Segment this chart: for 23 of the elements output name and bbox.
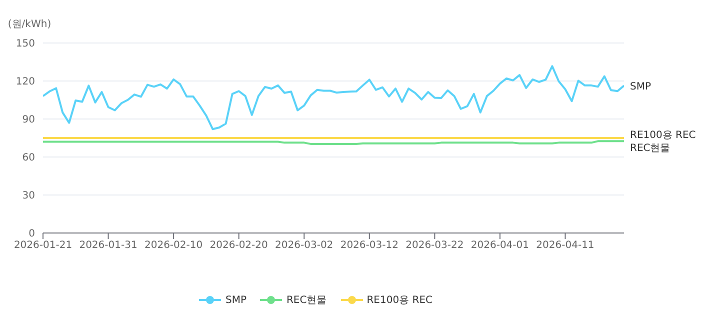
legend-label: RE100용 REC (366, 294, 433, 307)
x-tick-label: 2026-04-01 (470, 240, 530, 252)
x-tick-label: 2026-02-10 (144, 240, 203, 252)
x-tick-label: 2026-03-22 (406, 240, 464, 252)
y-tick-label: 60 (22, 152, 35, 164)
y-axis-title: (원/kWh) (8, 19, 52, 30)
x-tick-label: 2026-03-12 (340, 240, 398, 252)
y-tick-label: 30 (22, 190, 35, 202)
legend-label: REC현물 (286, 294, 327, 307)
y-tick-label: 0 (28, 228, 35, 240)
x-tick-label: 2026-01-31 (79, 240, 138, 252)
x-tick-label: 2026-04-11 (536, 240, 594, 252)
legend-label: SMP (225, 294, 246, 306)
x-tick-label: 2026-01-21 (14, 240, 72, 252)
y-tick-label: 90 (22, 114, 35, 126)
text: SMP (630, 82, 652, 93)
line-series (43, 65, 624, 130)
y-tick-label: 150 (16, 38, 35, 50)
text: RE100용 REC (630, 130, 696, 141)
x-tick-label: 2026-03-02 (275, 240, 334, 252)
x-tick-label: 2026-02-20 (210, 240, 268, 252)
text: REC현물 (630, 143, 670, 154)
y-tick-label: 120 (16, 76, 35, 88)
